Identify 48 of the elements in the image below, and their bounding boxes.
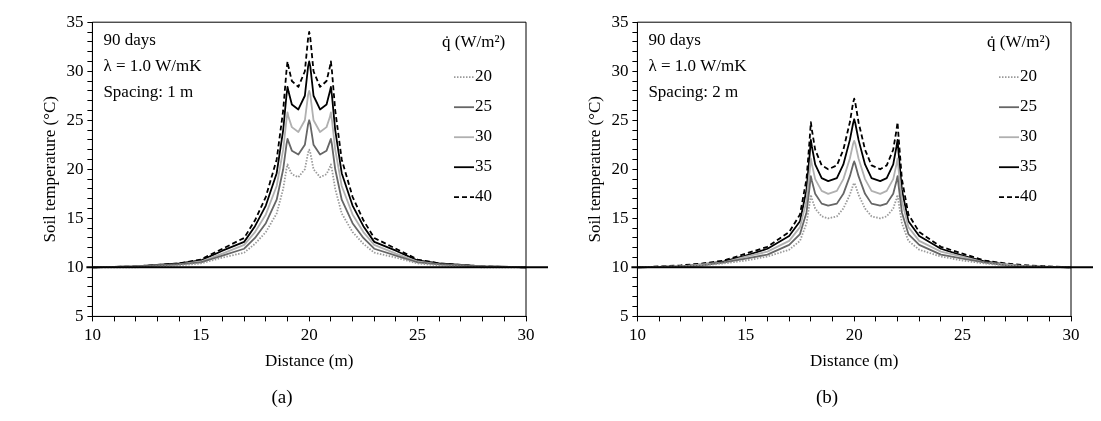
y-tick-label: 30 bbox=[611, 60, 629, 80]
legend-label: 40 bbox=[1020, 186, 1037, 206]
annotation: 90 days bbox=[648, 30, 701, 50]
legend-label: 20 bbox=[1020, 66, 1037, 86]
legend-label: 25 bbox=[1020, 96, 1037, 116]
legend-label: 30 bbox=[1020, 126, 1037, 146]
x-tick-label: 15 bbox=[737, 325, 755, 345]
annotation: λ = 1.0 W/mK bbox=[103, 56, 203, 76]
y-tick-label: 10 bbox=[66, 256, 84, 276]
annotation: Spacing: 1 m bbox=[103, 82, 194, 102]
y-tick-label: 35 bbox=[66, 11, 84, 31]
y-tick-label: 10 bbox=[611, 256, 629, 276]
y-tick-label: 25 bbox=[66, 109, 84, 129]
x-tick-label: 20 bbox=[845, 325, 863, 345]
y-tick-label: 5 bbox=[619, 305, 629, 325]
y-tick-label: 20 bbox=[611, 158, 629, 178]
legend-label: 30 bbox=[475, 126, 492, 146]
x-tick-label: 10 bbox=[628, 325, 646, 345]
y-tick-label: 5 bbox=[74, 305, 84, 325]
legend-label: 35 bbox=[475, 156, 492, 176]
x-tick-label: 20 bbox=[300, 325, 318, 345]
y-axis-title: Soil temperature (°C) bbox=[39, 96, 59, 243]
legend-title: q̇ (W/m²) bbox=[987, 32, 1051, 52]
annotation: 90 days bbox=[103, 30, 156, 50]
annotation: Spacing: 2 m bbox=[648, 82, 739, 102]
legend-title: q̇ (W/m²) bbox=[442, 32, 506, 52]
y-tick-label: 20 bbox=[66, 158, 84, 178]
x-axis-title: Distance (m) bbox=[810, 351, 899, 371]
y-tick-label: 30 bbox=[66, 60, 84, 80]
y-tick-label: 25 bbox=[611, 109, 629, 129]
y-tick-label: 15 bbox=[611, 207, 629, 227]
y-tick-label: 15 bbox=[66, 207, 84, 227]
legend-label: 35 bbox=[1020, 156, 1037, 176]
legend-label: 25 bbox=[475, 96, 492, 116]
text: (a) bbox=[271, 385, 293, 408]
x-tick-label: 25 bbox=[409, 325, 427, 345]
x-axis-title: Distance (m) bbox=[265, 351, 354, 371]
legend-label: 40 bbox=[475, 186, 492, 206]
x-tick-label: 15 bbox=[192, 325, 210, 345]
legend-label: 20 bbox=[475, 66, 492, 86]
x-tick-label: 30 bbox=[1062, 325, 1080, 345]
text: (b) bbox=[815, 385, 839, 408]
x-tick-label: 10 bbox=[83, 325, 101, 345]
y-tick-label: 35 bbox=[611, 11, 629, 31]
y-axis-title: Soil temperature (°C) bbox=[584, 96, 604, 243]
annotation: λ = 1.0 W/mK bbox=[648, 56, 748, 76]
x-tick-label: 25 bbox=[954, 325, 972, 345]
x-tick-label: 30 bbox=[517, 325, 535, 345]
